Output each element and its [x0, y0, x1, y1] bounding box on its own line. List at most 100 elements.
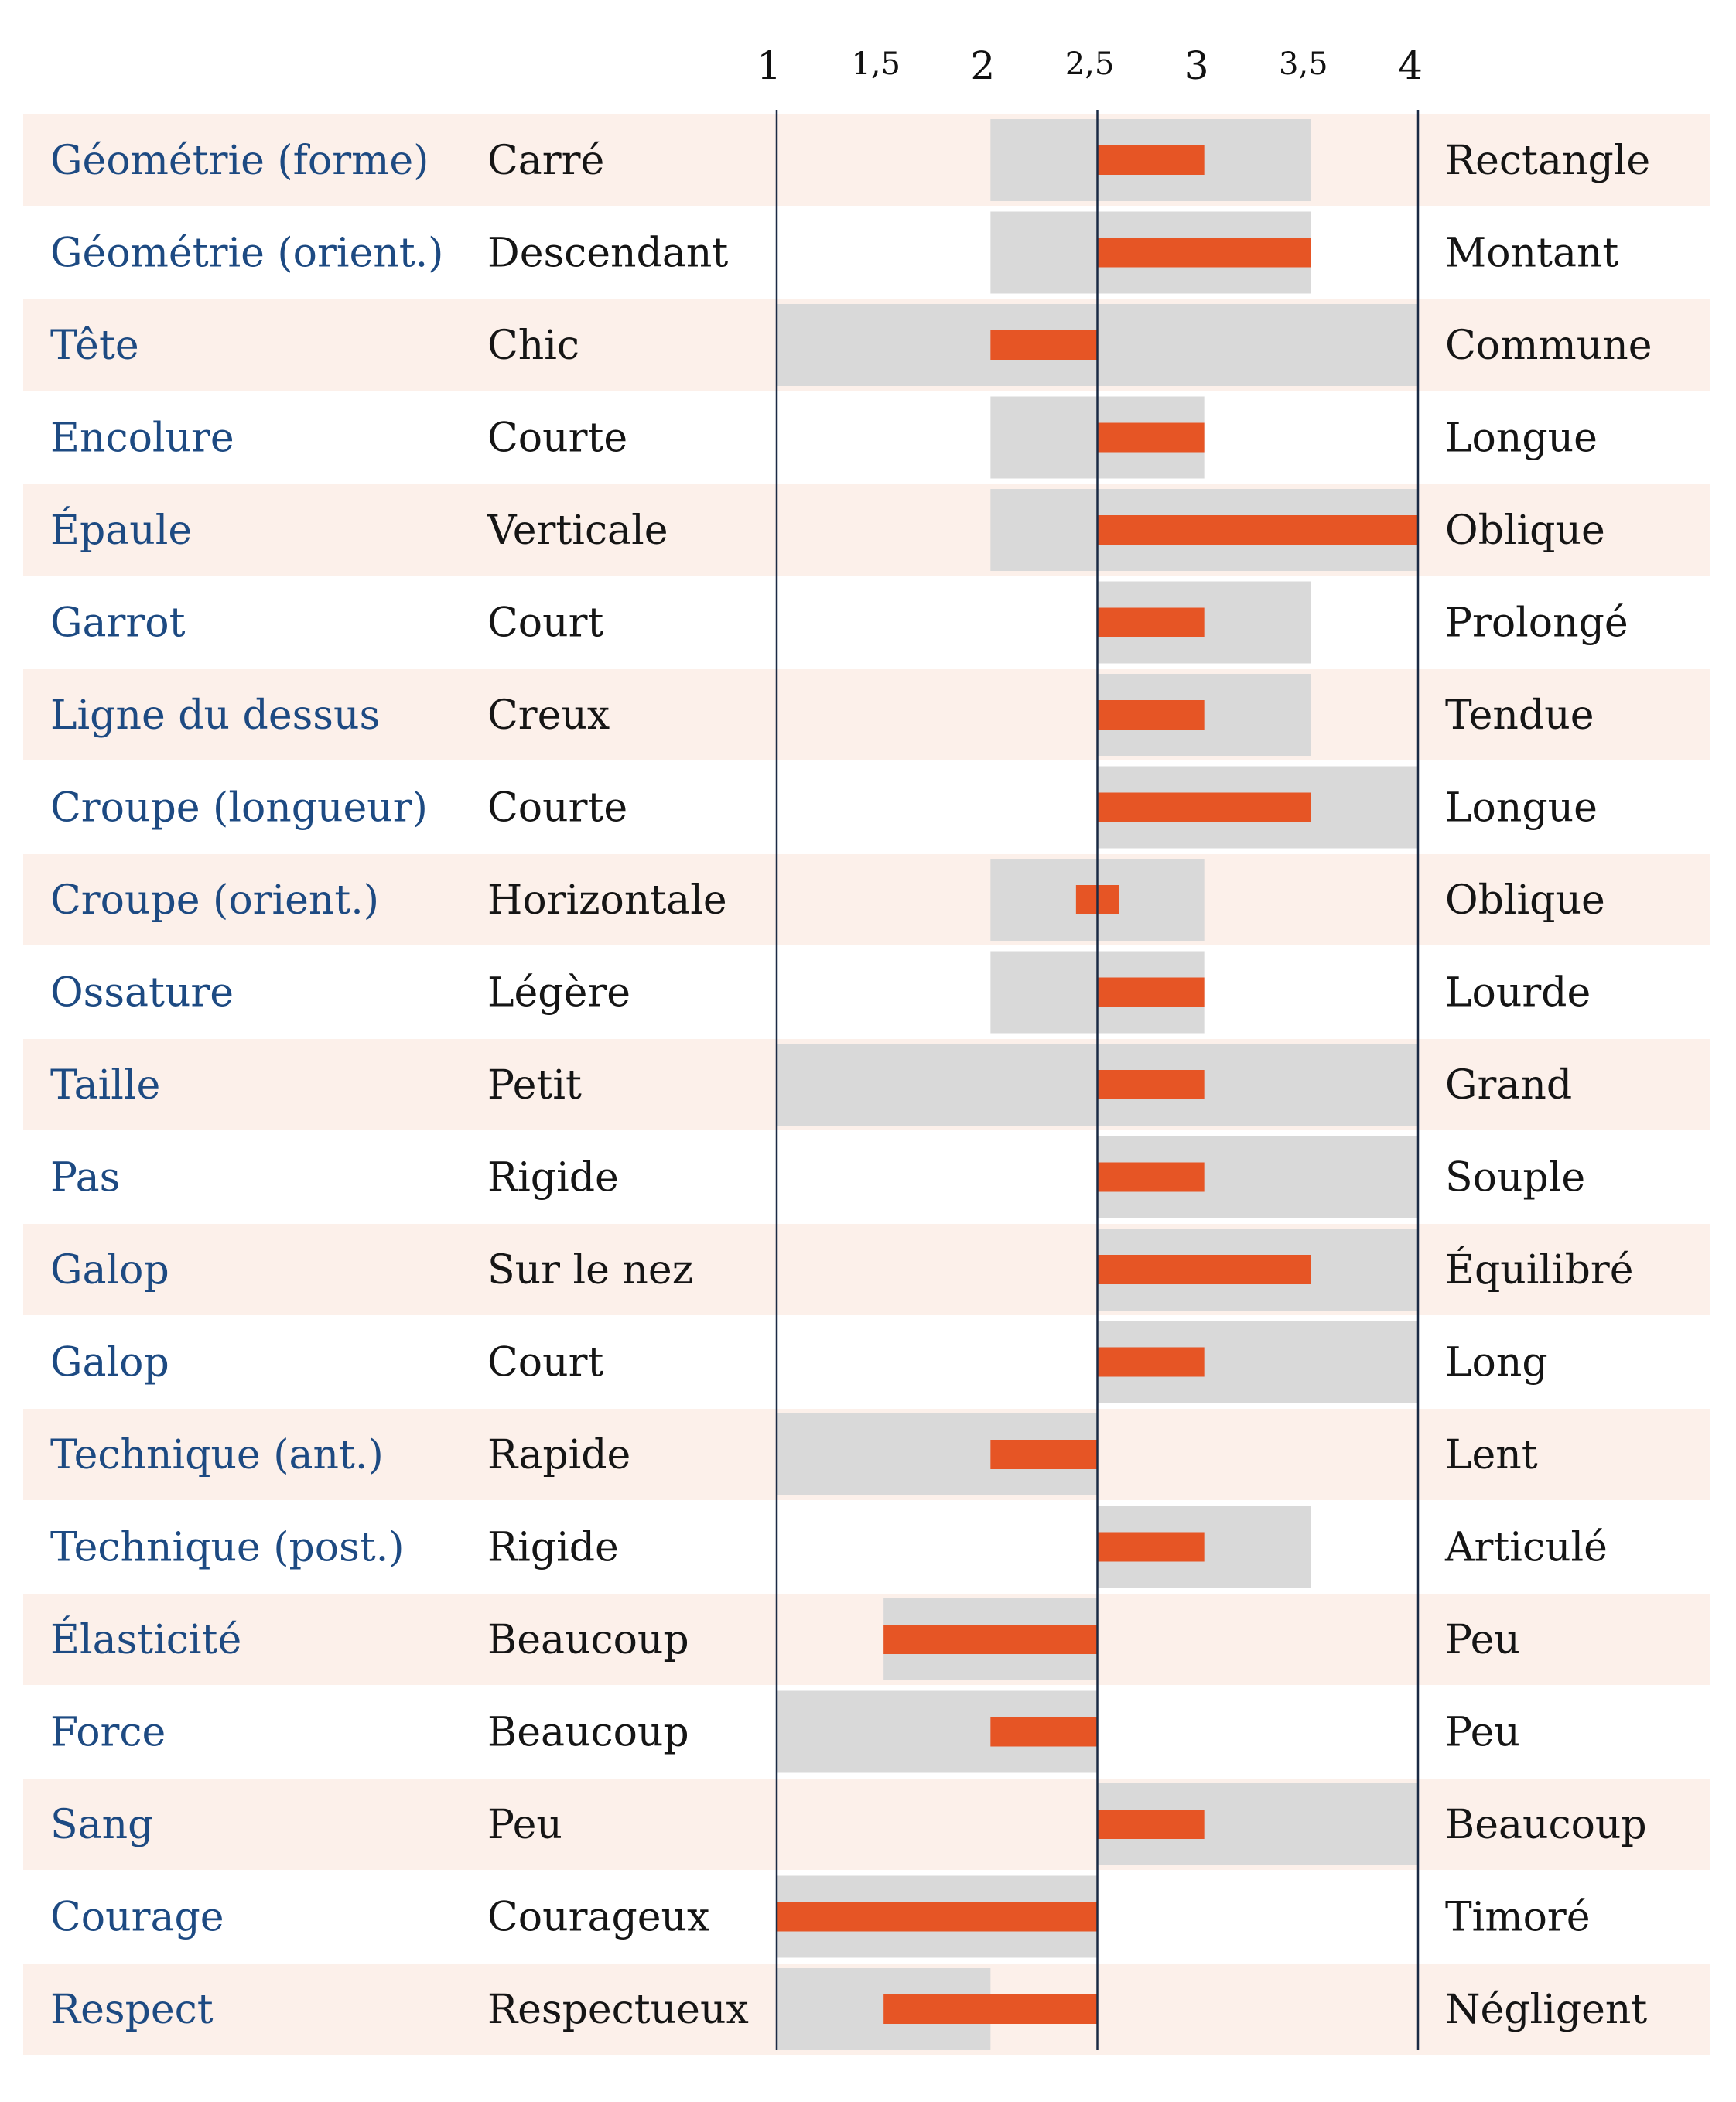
high-pole-label: Rectangle [1445, 138, 1650, 184]
row-background [23, 1224, 1710, 1315]
low-pole-label: Beaucoup [487, 1710, 689, 1756]
low-pole-label: Rapide [487, 1432, 630, 1478]
value-bar [1097, 422, 1205, 453]
low-pole-label: Rigide [487, 1155, 619, 1201]
tick-label: 3,5 [1279, 46, 1328, 82]
trait-label: Respect [50, 1987, 214, 2033]
low-pole-label: Sur le nez [487, 1247, 693, 1294]
high-pole-label: Peu [1445, 1617, 1520, 1663]
high-pole-label: Articulé [1444, 1525, 1608, 1571]
axis-lines [775, 110, 1420, 2050]
low-pole-label: Carré [487, 138, 604, 184]
high-pole-label: Long [1445, 1340, 1548, 1386]
tick-label: 1 [757, 43, 781, 88]
value-bars [777, 145, 1418, 2024]
value-bar [883, 1625, 1098, 1654]
row-background [23, 114, 1710, 206]
low-pole-label: Rigide [487, 1525, 619, 1571]
trait-label: Taille [50, 1062, 160, 1109]
high-pole-label: Longue [1445, 785, 1598, 832]
low-pole-label: Respectueux [487, 1987, 749, 2033]
low-pole-label: Petit [487, 1062, 582, 1109]
high-pole-label: Souple [1445, 1155, 1585, 1201]
low-pole-label: Descendant [487, 231, 728, 277]
high-pole-label: Montant [1445, 231, 1618, 277]
value-bar [1097, 145, 1205, 175]
trait-label: Ligne du dessus [50, 692, 380, 739]
value-bar [1097, 1162, 1205, 1192]
row-background [23, 1594, 1710, 1685]
value-bar [1097, 700, 1205, 730]
value-bar [1097, 238, 1311, 268]
trait-label: Encolure [50, 415, 234, 462]
high-pole-label: Tendue [1445, 692, 1594, 739]
trait-label: Ossature [50, 970, 234, 1017]
high-pole-label: Commune [1445, 323, 1652, 369]
high-pole-label: Longue [1445, 415, 1598, 462]
low-pole-label: Courageux [487, 1895, 709, 1941]
value-bar [883, 1994, 1098, 2024]
low-pole-label: Courte [487, 415, 627, 462]
high-pole-label: Grand [1445, 1062, 1572, 1109]
tick-label: 4 [1398, 43, 1423, 88]
trait-label: Galop [50, 1247, 169, 1294]
tick-label: 1,5 [851, 46, 900, 82]
row-background [23, 484, 1710, 576]
trait-label: Technique (ant.) [50, 1432, 384, 1478]
trait-label: Garrot [50, 600, 186, 647]
value-bar [990, 1717, 1098, 1747]
value-bar [1097, 977, 1205, 1007]
trait-label: Courage [50, 1895, 224, 1941]
value-bar [777, 1902, 1098, 1932]
tick-labels: 1 1,5 2 2,5 3 3,5 4 [757, 43, 1423, 88]
trait-label: Pas [50, 1155, 120, 1201]
value-bar [1097, 1532, 1205, 1562]
low-pole-label: Beaucoup [487, 1617, 689, 1663]
trait-label: Croupe (longueur) [50, 785, 428, 832]
high-pole-label: Beaucoup [1445, 1802, 1647, 1848]
value-bar [990, 1440, 1098, 1469]
trait-label: Élasticité [50, 1615, 241, 1663]
trait-label: Galop [50, 1340, 169, 1386]
value-bar [1097, 1070, 1205, 1099]
low-pole-label: Peu [487, 1802, 562, 1848]
value-bar [1097, 1810, 1205, 1839]
high-pole-label: Prolongé [1445, 600, 1628, 647]
low-pole-label: Creux [487, 692, 610, 739]
trait-label: Sang [50, 1802, 153, 1848]
value-bar [990, 330, 1098, 360]
low-pole-label: Chic [487, 323, 579, 369]
high-pole-label: Lent [1445, 1432, 1538, 1478]
value-bar [1097, 515, 1418, 545]
low-pole-label: Verticale [487, 508, 668, 554]
high-pole-label: Équilibré [1445, 1246, 1634, 1294]
high-pole-label: Oblique [1445, 508, 1605, 554]
high-pole-label: Négligent [1445, 1987, 1647, 2033]
trait-label: Force [50, 1710, 166, 1756]
tick-label: 3 [1184, 43, 1209, 88]
low-pole-label: Court [487, 600, 603, 647]
value-bar [1097, 792, 1311, 822]
trait-label: Croupe (orient.) [50, 877, 379, 924]
row-labels: Géométrie (forme) Carré Rectangle Géométrie… [50, 138, 1652, 2033]
trait-label: Épaule [50, 506, 192, 554]
high-pole-label: Peu [1445, 1710, 1520, 1756]
value-bar [1097, 1255, 1311, 1284]
row-background [23, 854, 1710, 945]
tick-label: 2 [970, 43, 995, 88]
low-pole-label: Court [487, 1340, 603, 1386]
row-background [23, 669, 1710, 760]
high-pole-label: Lourde [1445, 970, 1591, 1017]
high-pole-label: Oblique [1445, 877, 1605, 924]
value-bar [1097, 607, 1205, 637]
tick-label: 2,5 [1065, 46, 1115, 82]
low-pole-label: Horizontale [487, 877, 727, 924]
trait-label: Technique (post.) [50, 1525, 405, 1571]
trait-label: Géométrie (forme) [50, 138, 429, 184]
trait-label: Tête [50, 323, 139, 369]
high-pole-label: Timoré [1445, 1895, 1591, 1941]
row-background [23, 1779, 1710, 1870]
value-bar [1097, 1347, 1205, 1377]
low-pole-label: Légère [487, 970, 630, 1017]
